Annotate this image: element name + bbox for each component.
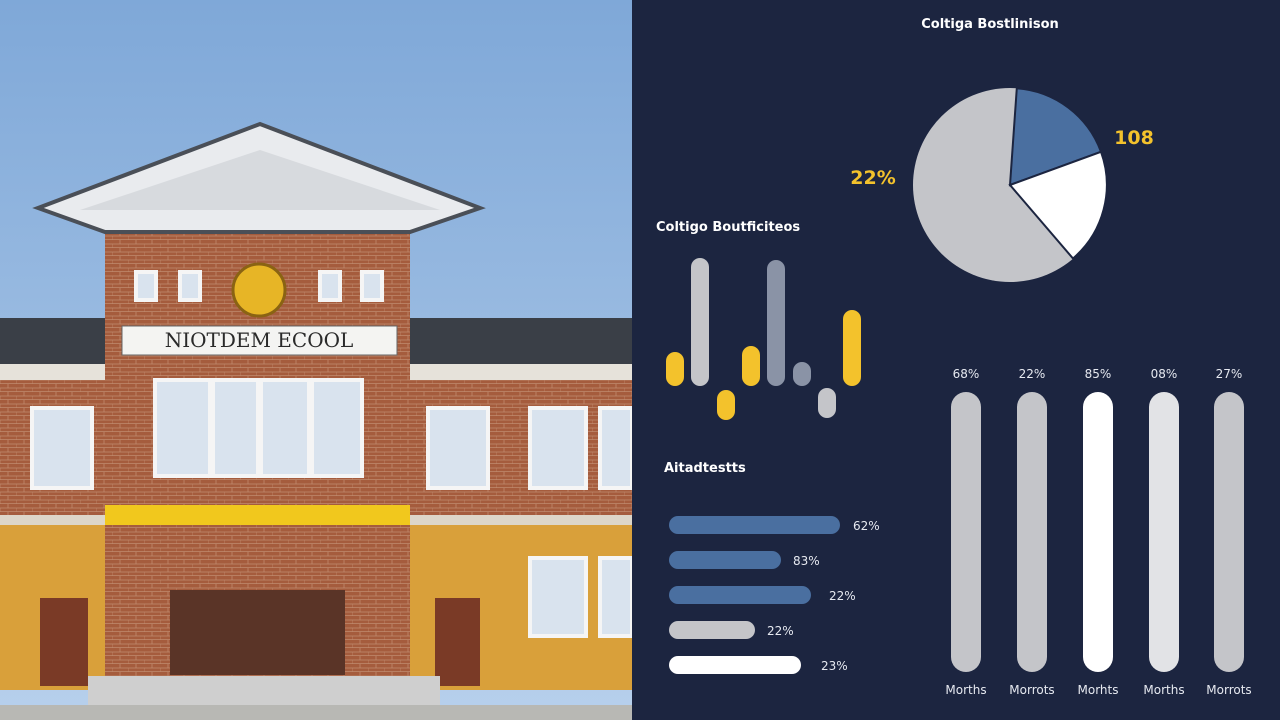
bar-label: 22% xyxy=(829,589,856,603)
column-label: Morrots xyxy=(1009,683,1054,697)
dashboard-title: Coltiga Bostlinison xyxy=(921,17,1059,32)
bar-label: 83% xyxy=(793,554,820,568)
column-label: Morths xyxy=(945,683,986,697)
column-label: 22% xyxy=(1019,367,1046,381)
column-label: 27% xyxy=(1216,367,1243,381)
columns xyxy=(951,392,1244,672)
column-label: 68% xyxy=(953,367,980,381)
pie xyxy=(913,87,1108,282)
column-label: Morrots xyxy=(1206,683,1251,697)
building-photo: NIOTDEM ECOOL xyxy=(0,0,634,720)
column-label: 85% xyxy=(1085,367,1112,381)
bar-label: 22% xyxy=(767,624,794,638)
bar-label: 62% xyxy=(853,519,880,533)
bar-chart xyxy=(666,258,861,420)
section-title: Coltigo Boutficiteos xyxy=(656,220,800,235)
section-title: Aitadtestts xyxy=(664,461,746,476)
column-label: Morhts xyxy=(1078,683,1119,697)
horizontal-bars xyxy=(669,516,840,674)
column-label: Morths xyxy=(1143,683,1184,697)
column-label: 08% xyxy=(1151,367,1178,381)
pie-label: 108 xyxy=(1114,127,1154,149)
building-sign: NIOTDEM ECOOL xyxy=(165,328,354,352)
pie-label: 22% xyxy=(850,167,895,189)
bar-label: 23% xyxy=(821,659,848,673)
